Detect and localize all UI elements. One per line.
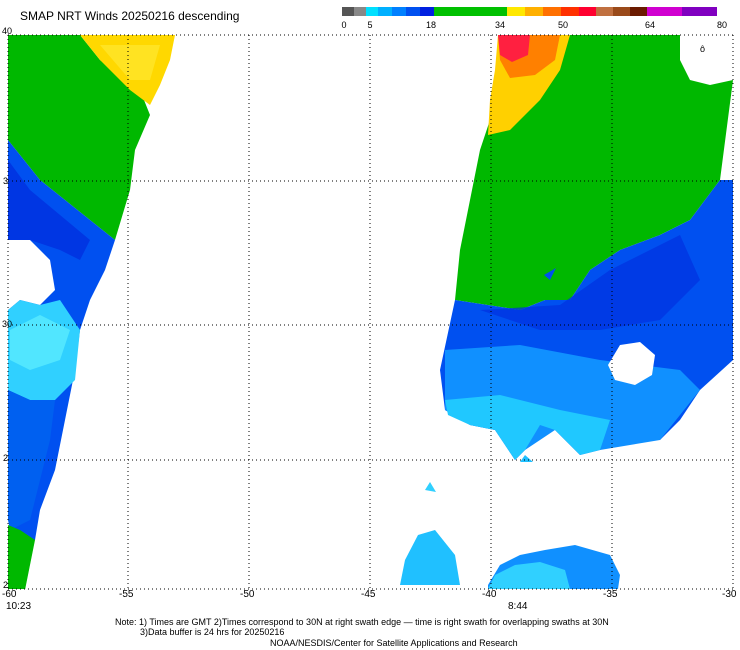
legend-tick: 5 bbox=[367, 20, 373, 30]
legend-seg bbox=[507, 7, 525, 16]
right-swath-blue-deep bbox=[480, 235, 700, 330]
right-swath-blue-spur bbox=[544, 268, 556, 280]
legend-seg bbox=[392, 7, 406, 16]
legend-seg bbox=[682, 7, 717, 16]
right-swath-time: 8:44 bbox=[508, 601, 528, 612]
legend-seg bbox=[366, 7, 378, 16]
y-tick-label: 3 bbox=[3, 176, 9, 186]
bottom-swath-cyan-tip bbox=[425, 482, 436, 492]
y-tick-label: 40 bbox=[2, 26, 13, 36]
wind-speed-legend bbox=[342, 7, 728, 16]
left-swath-blue-dark bbox=[8, 160, 90, 260]
y-tick-label: 2 bbox=[3, 453, 9, 463]
right-swath-cyan bbox=[445, 395, 610, 460]
legend-tick: 34 bbox=[494, 20, 506, 30]
left-swath-white-gap bbox=[8, 240, 55, 310]
left-swath-cyan-light bbox=[10, 315, 70, 370]
x-tick-label: -40 bbox=[482, 589, 497, 600]
bottom-swath-cyan-2 bbox=[488, 562, 570, 589]
bottom-swath-blue-tip bbox=[520, 455, 533, 462]
legend-seg bbox=[630, 7, 647, 16]
legend-tick: 80 bbox=[716, 20, 728, 30]
left-swath-time: 10:23 bbox=[6, 601, 32, 612]
legend-seg bbox=[561, 7, 579, 16]
right-swath-hole bbox=[608, 342, 655, 385]
legend-seg bbox=[378, 7, 392, 16]
legend-tick-labels: 0 5 18 34 50 64 80 bbox=[0, 20, 740, 32]
legend-seg bbox=[525, 7, 543, 16]
note-line-3: NOAA/NESDIS/Center for Satellite Applica… bbox=[270, 638, 518, 648]
x-tick-label: -30 bbox=[722, 589, 737, 600]
legend-seg bbox=[354, 7, 366, 16]
left-swath-green-bottom bbox=[8, 525, 35, 589]
legend-tick: 0 bbox=[341, 20, 347, 30]
x-tick-label: -35 bbox=[603, 589, 618, 600]
legend-seg bbox=[406, 7, 420, 16]
legend-seg bbox=[342, 7, 354, 16]
note-line-2: 3)Data buffer is 24 hrs for 20250216 bbox=[140, 627, 285, 637]
legend-seg bbox=[596, 7, 613, 16]
right-swath-red bbox=[498, 35, 530, 62]
grid-lines bbox=[7, 34, 734, 590]
map-title: SMAP NRT Winds 20250216 descending bbox=[20, 9, 240, 23]
legend-seg bbox=[543, 7, 561, 16]
barb-mark: ô bbox=[700, 44, 705, 54]
x-tick-label: -50 bbox=[240, 589, 255, 600]
legend-seg bbox=[434, 7, 507, 16]
legend-tick: 18 bbox=[425, 20, 437, 30]
legend-seg bbox=[420, 7, 434, 16]
left-swath-blue-lower bbox=[8, 390, 55, 530]
note-line-1: Note: 1) Times are GMT 2)Times correspon… bbox=[115, 617, 609, 627]
legend-seg bbox=[613, 7, 630, 16]
right-swath-white-notch bbox=[680, 35, 733, 85]
bottom-swath-cyan bbox=[400, 530, 460, 585]
x-tick-label: -45 bbox=[361, 589, 376, 600]
x-tick-label: -60 bbox=[2, 589, 17, 600]
y-tick-label: 30 bbox=[2, 319, 13, 329]
legend-seg bbox=[579, 7, 596, 16]
legend-tick: 50 bbox=[557, 20, 569, 30]
left-swath-green bbox=[8, 35, 150, 240]
legend-tick: 64 bbox=[644, 20, 656, 30]
legend-seg bbox=[647, 7, 682, 16]
left-swath-yellow-core bbox=[100, 45, 160, 80]
x-tick-label: -55 bbox=[119, 589, 134, 600]
y-tick-label: 2 bbox=[3, 580, 9, 590]
